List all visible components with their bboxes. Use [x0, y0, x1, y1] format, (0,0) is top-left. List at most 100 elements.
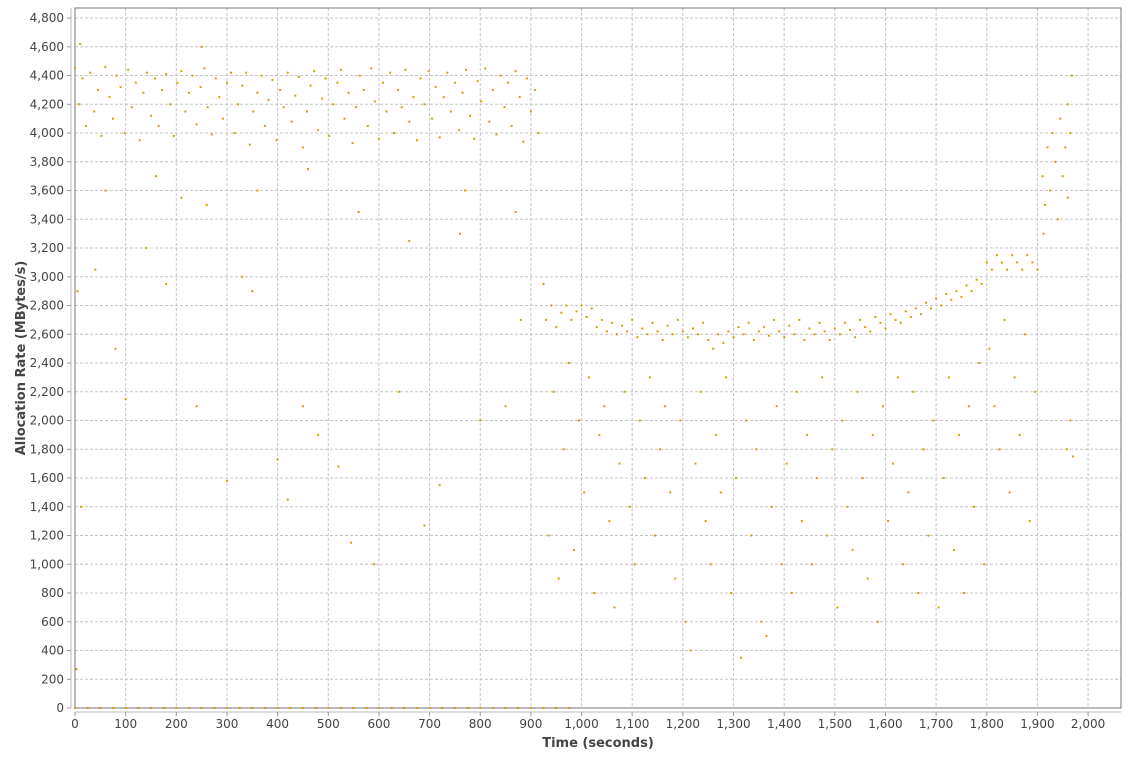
data-point: [616, 333, 618, 336]
data-point: [1006, 268, 1008, 271]
data-point: [621, 324, 624, 327]
data-point: [679, 419, 682, 422]
data-point: [446, 71, 449, 74]
data-point: [790, 592, 793, 594]
data-point: [572, 548, 575, 551]
data-point: [469, 114, 472, 117]
data-point: [856, 390, 859, 393]
data-point: [459, 232, 461, 235]
data-point: [203, 67, 206, 70]
data-point: [256, 189, 259, 192]
data-point: [686, 336, 689, 339]
data-point: [514, 70, 517, 73]
data-point: [74, 707, 76, 709]
x-tick-label: 1,700: [919, 717, 953, 731]
data-point: [428, 707, 431, 709]
data-point: [276, 458, 279, 461]
data-point: [570, 318, 573, 321]
data-point: [828, 339, 831, 341]
data-point: [377, 137, 380, 140]
x-tick-label: 1,300: [716, 717, 750, 731]
data-point: [1069, 132, 1072, 135]
data-point: [1003, 318, 1006, 321]
data-point: [768, 334, 770, 337]
data-point: [965, 284, 968, 287]
data-point: [927, 534, 930, 537]
data-point: [1023, 333, 1026, 336]
data-point: [889, 313, 892, 316]
data-point: [1011, 254, 1014, 257]
data-point: [200, 45, 203, 48]
data-point: [816, 477, 819, 479]
data-point: [580, 304, 583, 307]
data-point: [138, 139, 141, 142]
data-point: [833, 327, 836, 330]
data-point: [332, 103, 335, 106]
data-point: [922, 448, 925, 451]
data-point: [1001, 261, 1003, 264]
data-point: [282, 106, 285, 109]
data-point: [608, 520, 611, 523]
data-point: [854, 336, 857, 339]
data-point: [648, 376, 651, 379]
data-point: [762, 326, 765, 329]
data-point: [275, 139, 278, 142]
y-tick-label: 200: [41, 672, 64, 686]
data-point: [507, 81, 510, 84]
data-point: [567, 707, 570, 709]
data-point: [590, 307, 593, 310]
data-point: [1051, 132, 1054, 135]
data-point: [823, 330, 826, 333]
data-point: [499, 74, 502, 77]
data-point: [990, 268, 993, 271]
data-point: [638, 419, 641, 422]
data-point: [93, 110, 96, 113]
data-point: [112, 707, 114, 709]
data-point: [752, 339, 755, 341]
data-point: [871, 433, 874, 436]
data-point: [914, 307, 917, 310]
data-point: [339, 68, 342, 71]
data-point: [343, 117, 346, 120]
data-point: [142, 91, 145, 94]
data-point: [689, 649, 692, 652]
data-point: [518, 96, 521, 99]
data-point: [1064, 146, 1067, 149]
data-point: [267, 99, 270, 101]
data-point: [765, 635, 768, 638]
data-point: [995, 254, 998, 257]
data-point: [1041, 175, 1044, 178]
y-tick-label: 1,000: [30, 557, 64, 571]
data-point: [301, 405, 304, 408]
data-point: [669, 491, 672, 494]
data-point: [654, 534, 656, 537]
data-point: [377, 707, 380, 709]
data-point: [218, 96, 221, 99]
data-point: [289, 707, 292, 709]
data-point: [542, 707, 545, 709]
data-point: [264, 707, 266, 709]
data-point: [382, 81, 384, 84]
data-point: [533, 88, 536, 91]
data-point: [301, 146, 304, 149]
data-point: [241, 275, 244, 278]
data-point: [248, 143, 251, 146]
data-point: [818, 321, 821, 324]
data-point: [770, 505, 773, 508]
data-point: [831, 448, 834, 451]
x-tick-label: 700: [418, 717, 441, 731]
data-point: [836, 606, 839, 609]
data-point: [357, 211, 360, 214]
data-point: [674, 577, 677, 580]
data-point: [788, 324, 791, 327]
y-tick-label: 3,400: [30, 212, 64, 226]
data-point: [547, 534, 550, 537]
y-tick-label: 2,200: [30, 385, 64, 399]
data-point: [172, 134, 175, 137]
data-point: [610, 321, 613, 324]
data-point: [859, 318, 862, 321]
data-point: [415, 139, 418, 142]
data-point: [603, 405, 606, 408]
data-point: [390, 707, 393, 709]
